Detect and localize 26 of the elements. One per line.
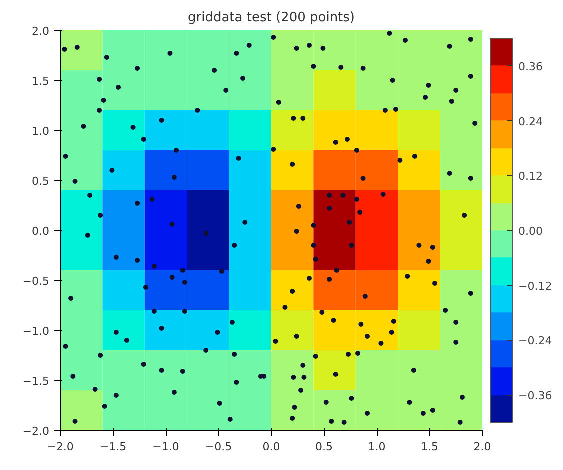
y-tick-label: 1.0 <box>32 125 50 138</box>
x-tick-label: 1.5 <box>421 440 439 454</box>
color-bar-label: 0.36 <box>518 60 543 74</box>
y-tick-label: −1.0 <box>22 325 50 338</box>
x-tick-label: −0.5 <box>205 440 232 454</box>
x-tick-label: 0.5 <box>316 440 334 454</box>
x-tick-label: 1.0 <box>368 440 386 454</box>
y-tick-label: 0.0 <box>32 225 50 238</box>
y-tick-label: −2.0 <box>22 425 50 438</box>
color-bar-label: −0.24 <box>518 334 552 348</box>
y-tick-label: −1.5 <box>22 375 50 388</box>
color-bar-label: 0.00 <box>518 225 543 238</box>
x-tick-label: −1.0 <box>152 440 180 454</box>
color-bar-label: −0.36 <box>518 390 552 403</box>
x-tick-label: −1.5 <box>100 440 127 454</box>
x-tick-label: 0.0 <box>262 440 280 454</box>
y-tick-label: 2.0 <box>32 25 50 38</box>
chart-title: griddata test (200 points) <box>188 10 356 26</box>
color-bar-label: 0.12 <box>518 170 543 184</box>
y-tick-label: 0.5 <box>32 175 50 188</box>
color-bar-label: 0.24 <box>518 115 543 128</box>
x-tick-label: −2.0 <box>47 440 74 454</box>
color-bar-label: −0.12 <box>518 280 552 293</box>
x-tick-label: 2.0 <box>474 440 492 454</box>
y-tick-label: 1.5 <box>32 75 50 88</box>
y-tick-label: −0.5 <box>22 275 50 288</box>
